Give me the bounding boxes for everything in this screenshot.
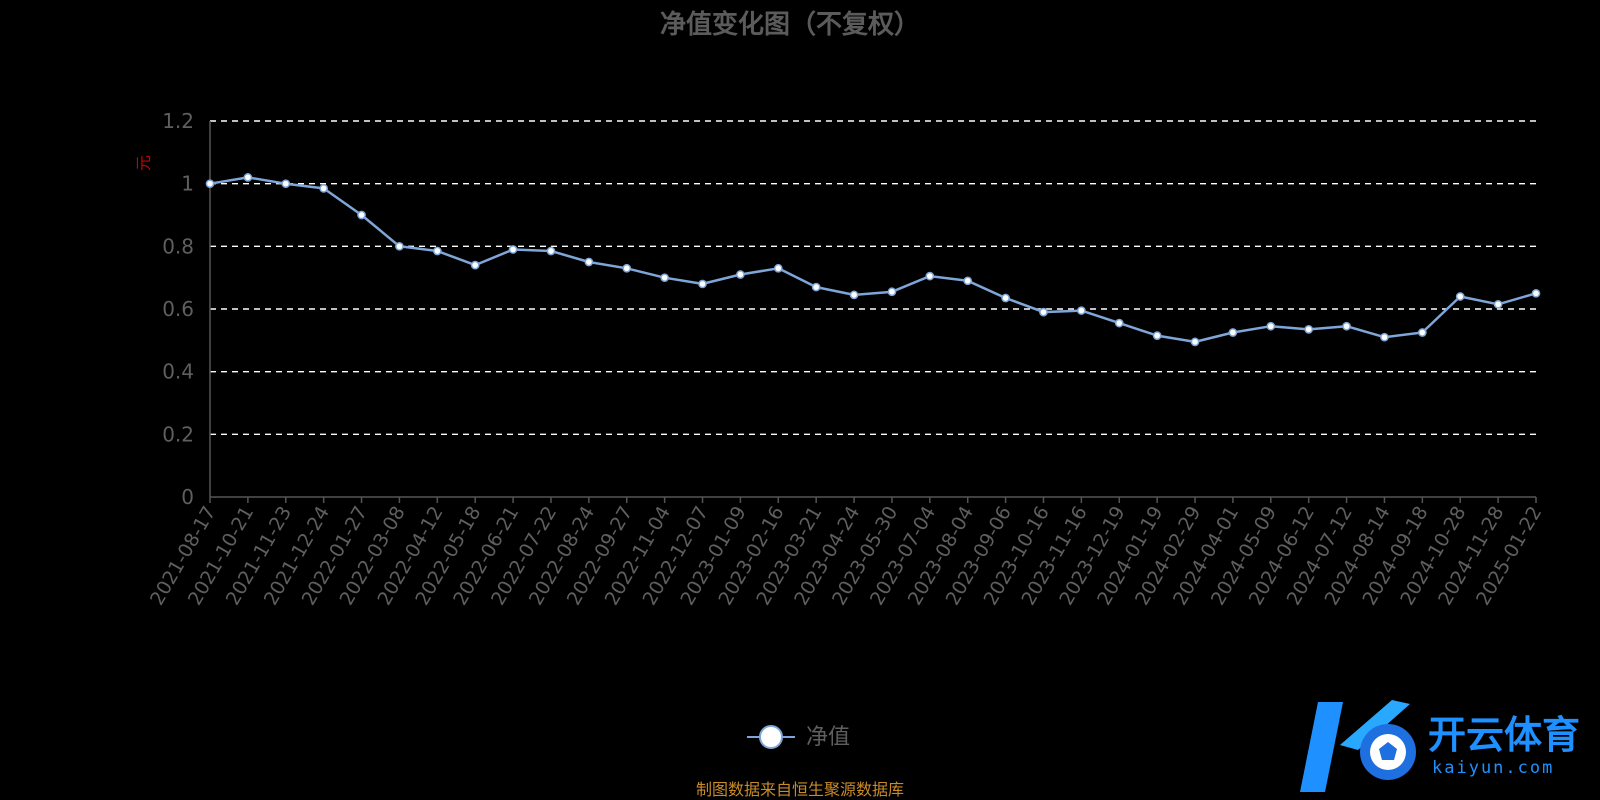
legend-label: 净值 — [806, 725, 850, 750]
data-point[interactable] — [849, 290, 859, 300]
series-line — [209, 176, 1537, 344]
source-note: 制图数据来自恒生聚源数据库 — [696, 780, 904, 799]
data-point[interactable] — [1304, 325, 1314, 334]
watermark-brand-cn: 开云体育 — [1428, 713, 1580, 757]
data-point[interactable] — [470, 260, 480, 270]
data-point[interactable] — [1001, 293, 1010, 303]
data-point[interactable] — [925, 271, 935, 281]
x-tick-labels: 2021-08-172021-10-212021-11-232021-12-24… — [146, 497, 1546, 609]
data-point[interactable] — [811, 282, 821, 292]
data-point[interactable] — [546, 246, 556, 256]
data-point[interactable] — [1380, 332, 1389, 342]
data-point[interactable] — [660, 273, 669, 283]
data-point[interactable] — [773, 263, 783, 273]
data-point[interactable] — [622, 263, 632, 273]
data-point[interactable] — [1190, 337, 1200, 347]
data-point[interactable] — [1039, 307, 1048, 317]
y-tick-label: 0.8 — [162, 234, 194, 258]
legend-marker-icon — [759, 725, 783, 749]
y-tick-label: 0.6 — [162, 297, 194, 321]
y-axis-unit: 元 — [134, 155, 153, 171]
data-point[interactable] — [281, 179, 291, 189]
watermark-brand-en: kaiyun.com — [1432, 758, 1554, 778]
data-point[interactable] — [432, 246, 442, 256]
data-point[interactable] — [1531, 288, 1541, 298]
data-point[interactable] — [1417, 328, 1427, 337]
series-net-value — [205, 173, 1541, 347]
y-tick-label: 1.2 — [162, 109, 194, 133]
data-point[interactable] — [1455, 292, 1465, 301]
data-point[interactable] — [1342, 321, 1351, 331]
data-point[interactable] — [1493, 299, 1503, 309]
y-tick-label: 0.4 — [162, 360, 194, 384]
data-point[interactable] — [1152, 331, 1162, 340]
data-point[interactable] — [887, 287, 897, 297]
data-point[interactable] — [698, 279, 707, 289]
data-point[interactable] — [243, 173, 253, 182]
y-tick-label: 0 — [181, 485, 194, 509]
data-point[interactable] — [963, 276, 973, 286]
data-point[interactable] — [1228, 328, 1238, 337]
y-tick-label: 0.2 — [162, 422, 194, 446]
data-point[interactable] — [1114, 318, 1124, 328]
data-point[interactable] — [736, 270, 745, 279]
data-point[interactable] — [1266, 321, 1276, 331]
legend[interactable]: 净值 — [747, 725, 850, 750]
y-tick-label: 1 — [181, 172, 194, 196]
data-point[interactable] — [319, 184, 329, 193]
y-tick-labels: 0 0.2 0.4 0.6 0.8 1 1.2 — [162, 109, 194, 509]
chart-title: 净值变化图（不复权） — [660, 9, 920, 40]
watermark-logo: 开云体育 kaiyun.com — [1300, 700, 1580, 792]
data-point[interactable] — [395, 241, 404, 251]
data-point[interactable] — [205, 179, 215, 189]
grid-lines — [210, 120, 1536, 436]
data-point[interactable] — [584, 257, 594, 267]
data-point[interactable] — [508, 245, 518, 254]
kaiyun-logo-icon — [1300, 700, 1416, 792]
data-point[interactable] — [1077, 306, 1086, 315]
data-point[interactable] — [357, 210, 366, 220]
